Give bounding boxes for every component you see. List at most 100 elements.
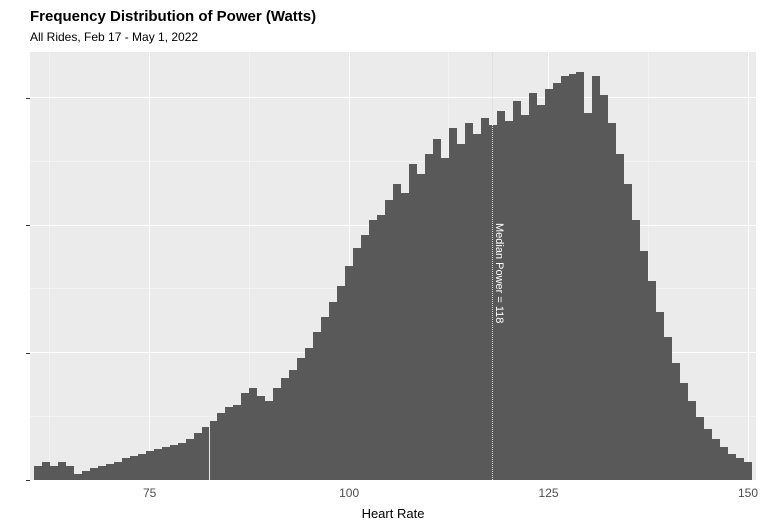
histogram-bar	[162, 447, 170, 480]
histogram-bar	[337, 286, 345, 480]
grid-major-v	[748, 52, 749, 480]
histogram-bar	[281, 378, 289, 480]
histogram-bar	[608, 123, 616, 480]
histogram-bar	[217, 413, 225, 480]
histogram-bar	[553, 83, 561, 480]
histogram-bar	[393, 184, 401, 480]
histogram-bar	[624, 184, 632, 480]
histogram-bar	[401, 193, 409, 480]
y-tick	[26, 353, 30, 354]
histogram-bar	[138, 454, 146, 480]
histogram-bar	[114, 462, 122, 480]
histogram-bar	[688, 401, 696, 480]
histogram-bar	[513, 101, 521, 480]
histogram-bar	[353, 248, 361, 480]
histogram-bar	[146, 451, 154, 480]
histogram-bar	[265, 401, 273, 480]
histogram-bar	[321, 317, 329, 480]
grid-major-v	[149, 52, 150, 480]
histogram-bar	[249, 388, 257, 480]
histogram-bar	[202, 427, 210, 480]
chart-container: Frequency Distribution of Power (Watts) …	[0, 0, 766, 530]
histogram-bar	[289, 370, 297, 480]
histogram-bar	[584, 113, 592, 480]
histogram-bar	[656, 312, 664, 480]
histogram-bar	[345, 266, 353, 480]
x-tick-label: 125	[539, 486, 559, 500]
histogram-bar	[66, 466, 74, 480]
y-tick	[26, 480, 30, 481]
histogram-bar	[600, 95, 608, 480]
histogram-bar	[592, 76, 600, 480]
histogram-bar	[273, 388, 281, 480]
histogram-bar	[194, 433, 202, 480]
histogram-bar	[130, 456, 138, 480]
histogram-bar	[409, 164, 417, 480]
histogram-bar	[736, 458, 744, 480]
histogram-bar	[640, 251, 648, 480]
histogram-bar	[449, 128, 457, 480]
x-tick-label: 150	[738, 486, 758, 500]
histogram-bar	[481, 118, 489, 480]
histogram-bar	[233, 405, 241, 480]
histogram-bar	[632, 220, 640, 480]
histogram-bar	[225, 407, 233, 480]
histogram-bar	[178, 443, 186, 480]
y-tick	[26, 225, 30, 226]
histogram-bar	[417, 174, 425, 480]
histogram-bar	[313, 332, 321, 480]
histogram-bar	[361, 235, 369, 480]
chart-title: Frequency Distribution of Power (Watts)	[30, 8, 316, 25]
histogram-bar	[74, 474, 82, 480]
histogram-bar	[569, 74, 577, 480]
histogram-bar	[664, 337, 672, 480]
histogram-bar	[170, 445, 178, 480]
histogram-bar	[473, 134, 481, 480]
histogram-bar	[90, 468, 98, 480]
y-tick	[26, 98, 30, 99]
histogram-bar	[122, 458, 130, 480]
histogram-bar	[561, 76, 569, 480]
histogram-bar	[425, 154, 433, 480]
x-axis-label: Heart Rate	[362, 506, 425, 521]
histogram-bar	[305, 348, 313, 480]
histogram-bar	[465, 123, 473, 480]
histogram-bar	[648, 281, 656, 480]
histogram-bar	[42, 462, 50, 480]
histogram-bar	[58, 462, 66, 480]
x-tick-label: 100	[339, 486, 359, 500]
histogram-bar	[385, 200, 393, 480]
histogram-bar	[712, 439, 720, 480]
histogram-bar	[505, 121, 513, 480]
plot-panel: Median Power = 118	[30, 52, 756, 480]
histogram-bar	[545, 89, 553, 480]
histogram-bar	[672, 363, 680, 480]
histogram-bar	[457, 144, 465, 480]
histogram-bar	[696, 417, 704, 480]
histogram-bar	[186, 439, 194, 480]
histogram-bar	[433, 139, 441, 480]
histogram-bar	[106, 464, 114, 480]
histogram-bar	[576, 72, 584, 480]
histogram-bar	[521, 115, 529, 480]
histogram-bar	[82, 471, 90, 480]
histogram-bar	[34, 466, 42, 480]
histogram-bar	[728, 454, 736, 480]
histogram-bar	[704, 429, 712, 480]
grid-major-h	[30, 97, 756, 98]
histogram-bar	[297, 358, 305, 480]
histogram-bar	[50, 466, 58, 480]
histogram-bar	[537, 105, 545, 480]
histogram-bar	[369, 220, 377, 480]
histogram-bar	[241, 393, 249, 480]
x-tick-label: 75	[143, 486, 156, 500]
median-label: Median Power = 118	[493, 223, 505, 323]
histogram-bar	[329, 302, 337, 480]
histogram-bar	[377, 215, 385, 480]
histogram-bar	[680, 383, 688, 480]
histogram-bar	[210, 421, 218, 480]
histogram-bar	[616, 154, 624, 480]
histogram-bar	[98, 466, 106, 480]
histogram-bar	[257, 396, 265, 480]
histogram-bar	[441, 158, 449, 480]
